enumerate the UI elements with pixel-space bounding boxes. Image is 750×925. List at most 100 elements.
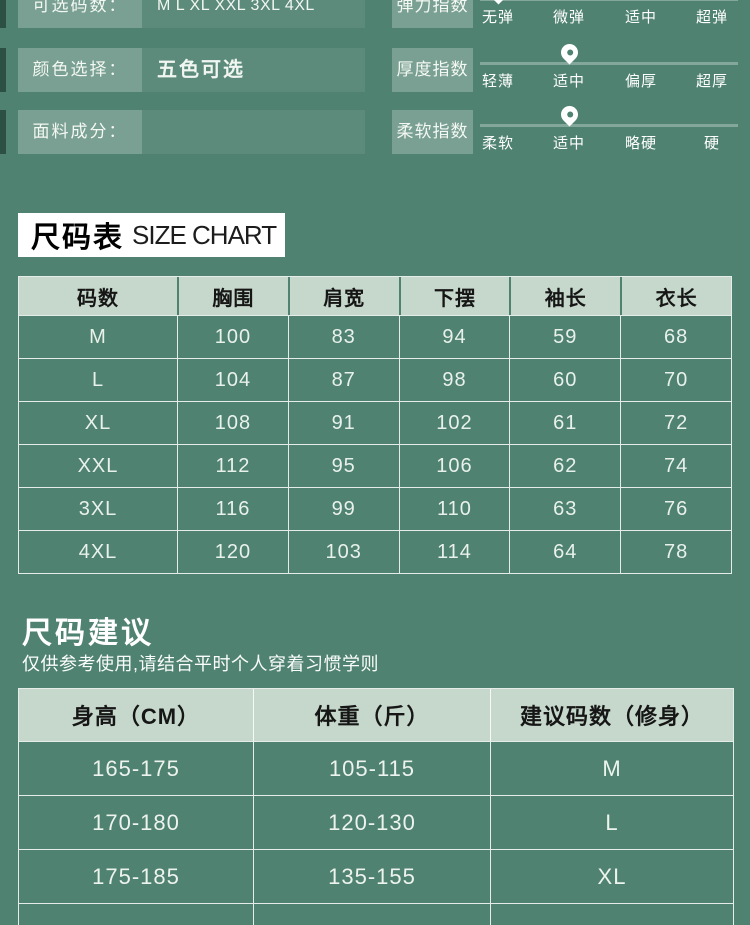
- attribute-label: 可选码数：: [18, 0, 142, 28]
- suggestion-note: 仅供参考使用,请结合平时个人穿着习惯学则: [22, 654, 379, 674]
- index-row: 弹力指数 无弹 微弹 适中 超弹: [392, 0, 750, 28]
- size-chart-cell: 74: [620, 444, 731, 487]
- location-pin-icon: [556, 40, 582, 65]
- attribute-label: 面料成分：: [18, 110, 142, 154]
- size-chart-cell: 68: [620, 315, 731, 358]
- size-chart-cell: 106: [398, 444, 510, 487]
- accent-bar: [0, 110, 6, 154]
- suggestion-cell: [490, 903, 733, 925]
- size-chart-cell: 112: [177, 444, 288, 487]
- size-chart-column-header: 衣长: [620, 277, 731, 315]
- size-chart-cell: XL: [19, 401, 177, 444]
- size-chart-cell: 114: [398, 530, 510, 573]
- suggestion-cell: M: [490, 741, 733, 795]
- attribute-row: 可选码数： M L XL XXL 3XL 4XL: [0, 0, 365, 28]
- size-chart-cell: 110: [398, 487, 510, 530]
- size-chart-cell: 108: [177, 401, 288, 444]
- attribute-row: 颜色选择： 五色可选: [0, 48, 365, 92]
- size-chart-row: 3XL 116 99 110 63 76: [19, 487, 731, 530]
- size-chart-cell: 60: [509, 358, 621, 401]
- suggestion-cell: 175-185: [19, 849, 253, 903]
- index-level-label: 无弹: [481, 9, 514, 26]
- size-chart-cell: 102: [398, 401, 510, 444]
- index-label: 柔软指数: [392, 110, 473, 154]
- size-chart-cell: 4XL: [19, 530, 177, 573]
- suggestion-cell: L: [490, 795, 733, 849]
- size-chart-cell: 62: [509, 444, 621, 487]
- size-chart-row: XXL 112 95 106 62 74: [19, 444, 731, 487]
- size-chart-cell: 103: [287, 530, 399, 573]
- index-row: 厚度指数 轻薄 适中 偏厚 超厚: [392, 40, 750, 92]
- index-level-label: 适中: [624, 9, 657, 26]
- index-track: [480, 124, 738, 127]
- index-level-label: 超弹: [695, 9, 728, 26]
- suggestion-cell: [19, 903, 253, 925]
- size-chart-cell: 59: [509, 315, 621, 358]
- suggestion-row: 165-175 105-115 M: [19, 741, 733, 795]
- size-chart-cell: 104: [177, 358, 288, 401]
- attribute-label: 颜色选择：: [18, 48, 142, 92]
- index-level-label: 轻薄: [481, 73, 514, 90]
- size-chart-column-header: 袖长: [509, 277, 621, 315]
- size-chart-header-row: 码数 胸围 肩宽 下摆 袖长 衣长: [19, 277, 731, 315]
- index-level-label: 适中: [552, 135, 585, 152]
- size-chart-cell: 76: [620, 487, 731, 530]
- size-chart-row: 4XL 120 103 114 64 78: [19, 530, 731, 573]
- size-chart-row: M 100 83 94 59 68: [19, 315, 731, 358]
- suggestion-row: 175-185 135-155 XL: [19, 849, 733, 903]
- suggestion-title: 尺码建议: [22, 617, 154, 650]
- index-track: [480, 62, 738, 65]
- size-chart-cell: 87: [287, 358, 399, 401]
- index-label: 弹力指数: [392, 0, 473, 28]
- size-chart-cell: 91: [287, 401, 399, 444]
- size-chart-column-header: 码数: [19, 277, 177, 315]
- index-level-label: 柔软: [481, 135, 514, 152]
- size-chart-row: XL 108 91 102 61 72: [19, 401, 731, 444]
- size-chart-cell: 63: [509, 487, 621, 530]
- suggestion-cell: 170-180: [19, 795, 253, 849]
- index-level-label: 微弹: [552, 9, 585, 26]
- suggestion-cell: 120-130: [253, 795, 490, 849]
- size-chart-cell: 100: [177, 315, 288, 358]
- size-chart-cell: 83: [287, 315, 399, 358]
- size-chart-cell: 72: [620, 401, 731, 444]
- index-level-label: 偏厚: [624, 73, 657, 90]
- index-level-label: 略硬: [624, 135, 657, 152]
- suggestion-column-header: 身高（CM）: [19, 689, 253, 741]
- size-chart-cell: 120: [177, 530, 288, 573]
- size-chart-row: L 104 87 98 60 70: [19, 358, 731, 401]
- accent-bar: [0, 48, 6, 92]
- attribute-value: 五色可选: [142, 48, 365, 92]
- size-chart-cell: 95: [287, 444, 399, 487]
- index-label: 厚度指数: [392, 48, 473, 92]
- suggestion-column-header: 建议码数（修身）: [490, 689, 733, 741]
- size-chart-cell: XXL: [19, 444, 177, 487]
- suggestion-cell: 135-155: [253, 849, 490, 903]
- size-chart-cell: 3XL: [19, 487, 177, 530]
- index-level-label: 硬: [703, 135, 720, 152]
- size-chart-title: 尺码表 SIZE CHART: [18, 213, 285, 257]
- location-pin-icon: [556, 102, 582, 127]
- index-row: 柔软指数 柔软 适中 略硬 硬: [392, 102, 750, 154]
- size-chart-column-header: 肩宽: [287, 277, 399, 315]
- suggestion-cell: 105-115: [253, 741, 490, 795]
- index-track: [480, 0, 738, 1]
- size-chart-cell: 64: [509, 530, 621, 573]
- size-chart-cell: 116: [177, 487, 288, 530]
- index-level-label: 超厚: [695, 73, 728, 90]
- size-chart-cell: 99: [287, 487, 399, 530]
- size-chart-cell: 70: [620, 358, 731, 401]
- attribute-value: [142, 110, 365, 154]
- attribute-row: 面料成分：: [0, 110, 365, 154]
- size-chart-cell: 98: [398, 358, 510, 401]
- size-chart-cell: L: [19, 358, 177, 401]
- suggestion-cell: XL: [490, 849, 733, 903]
- size-chart-cell: 94: [398, 315, 510, 358]
- index-level-label: 适中: [552, 73, 585, 90]
- attribute-value: M L XL XXL 3XL 4XL: [142, 0, 365, 28]
- accent-bar: [0, 0, 6, 28]
- suggestion-cell: [253, 903, 490, 925]
- suggestion-row: 170-180 120-130 L: [19, 795, 733, 849]
